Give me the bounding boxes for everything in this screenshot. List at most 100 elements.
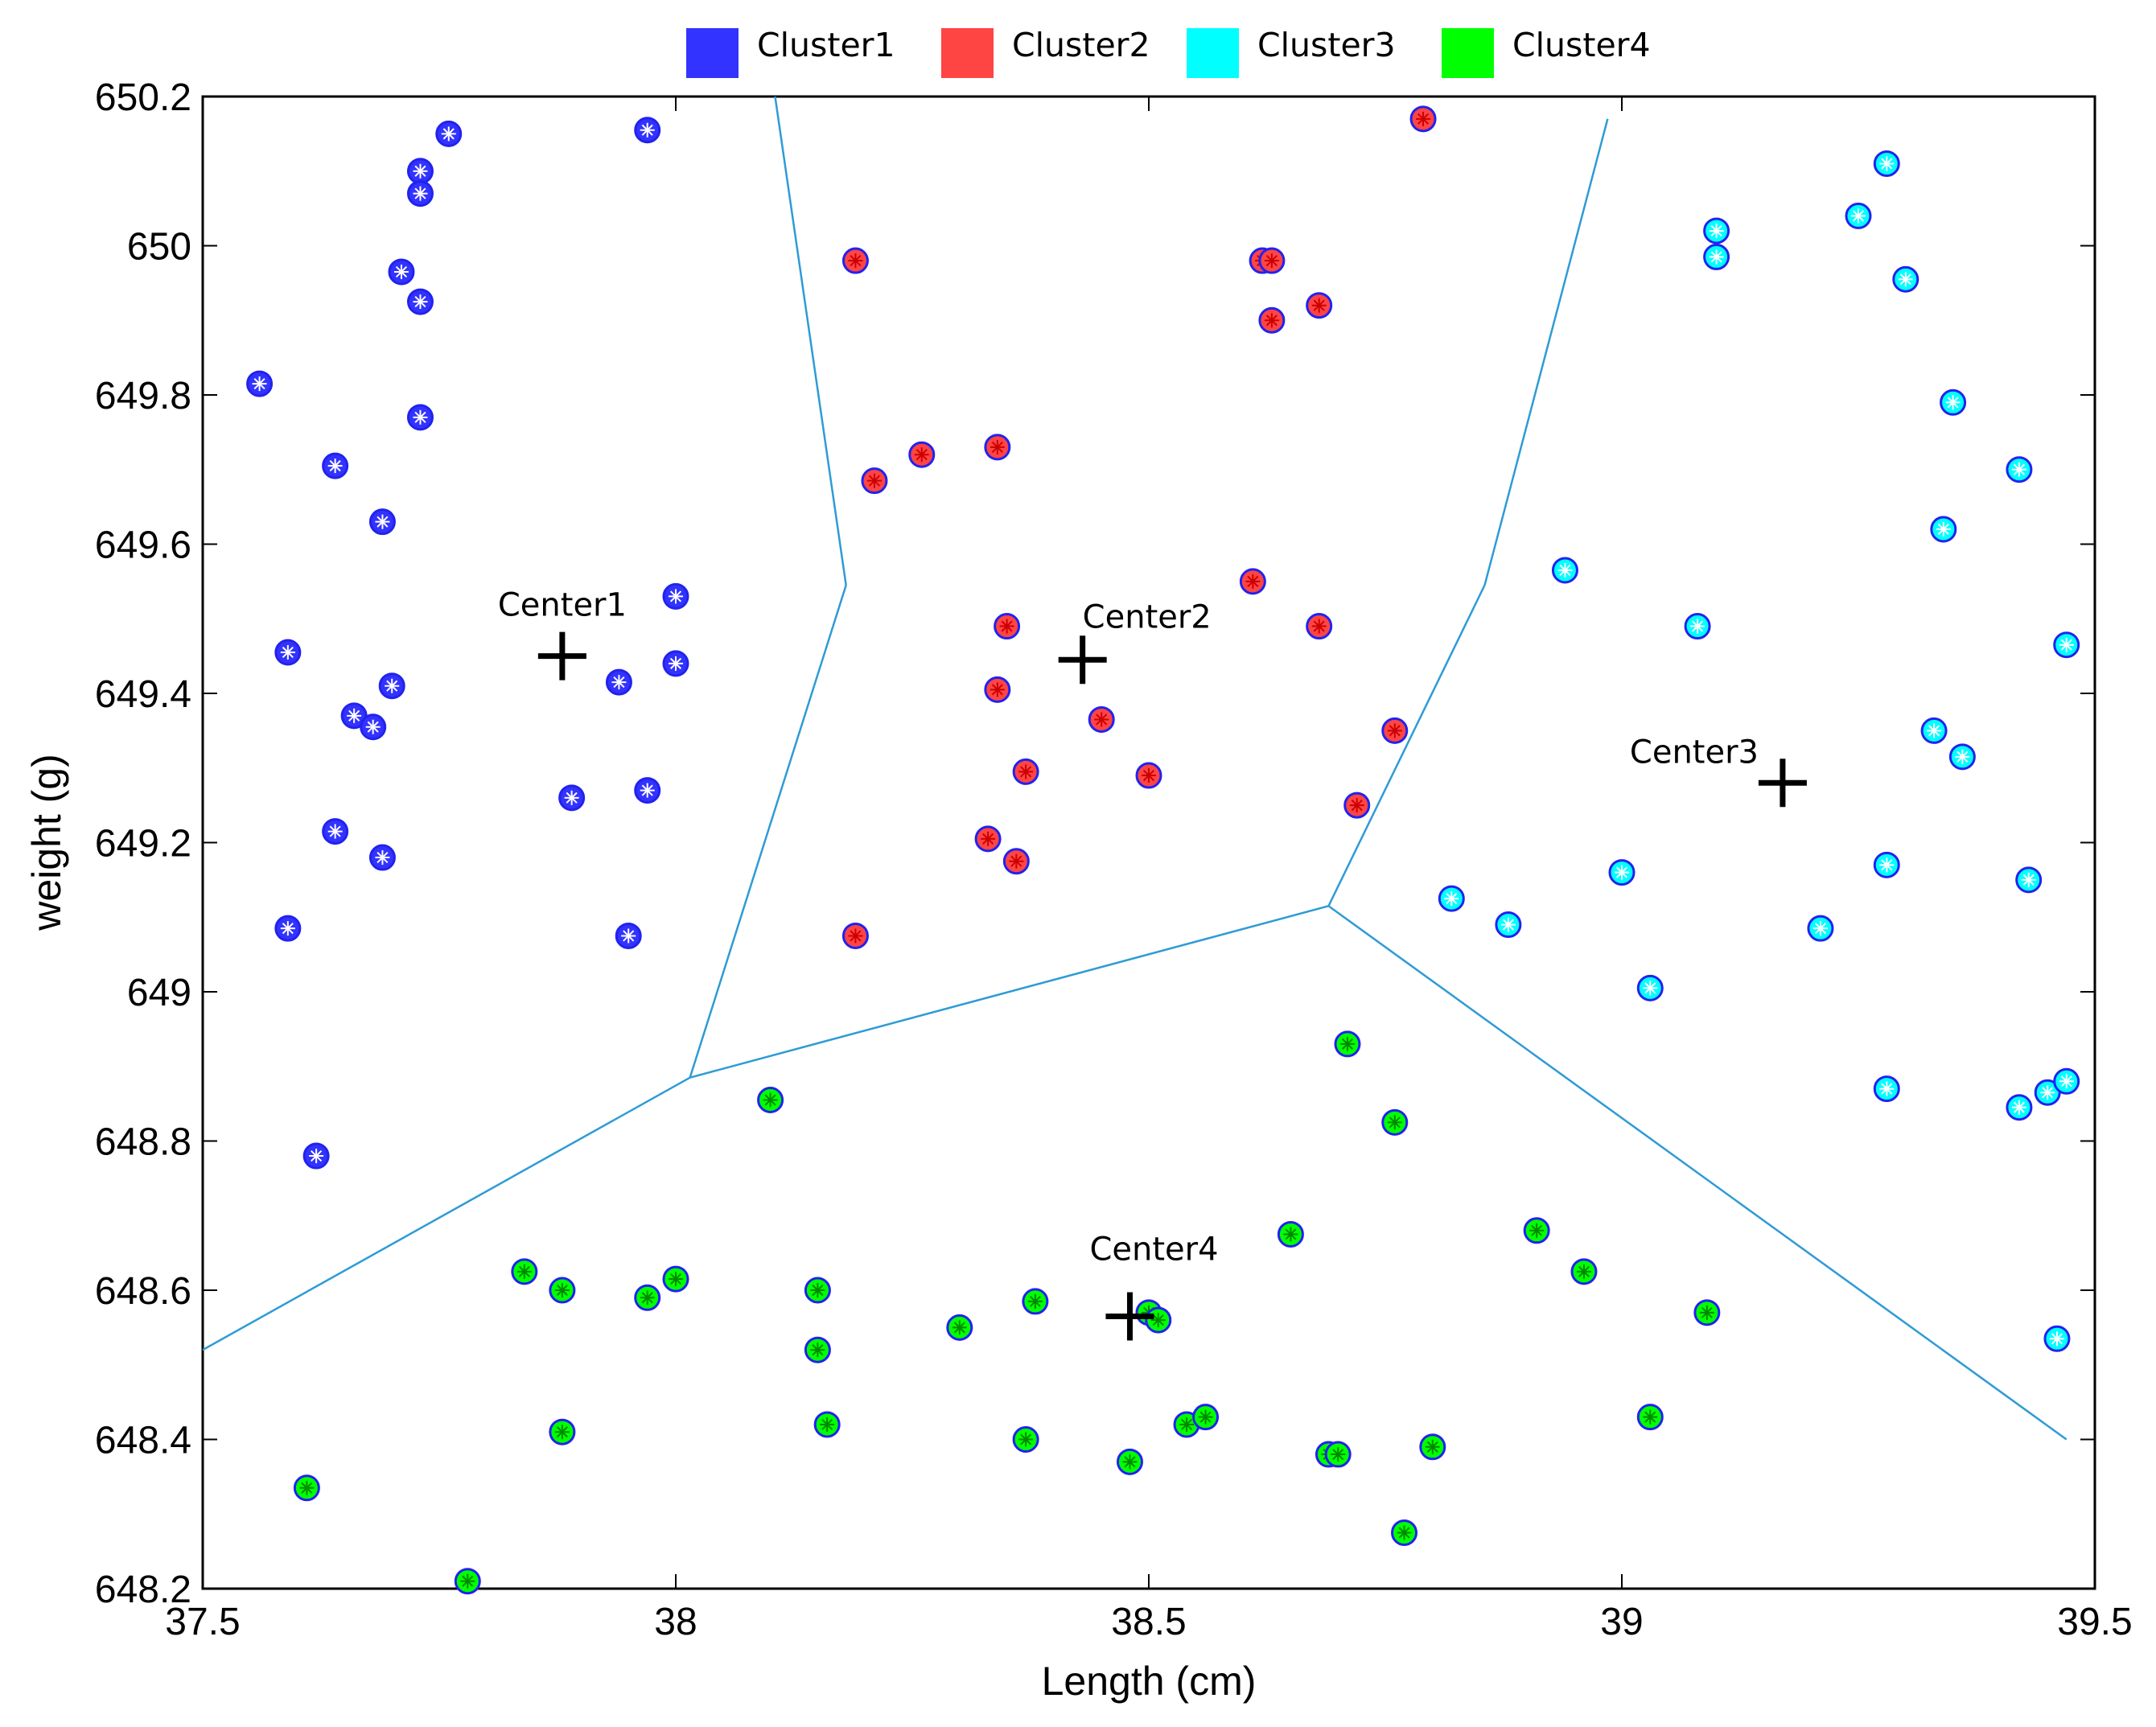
data-point-cluster2 [1381,717,1409,744]
data-point-cluster3 [1845,202,1872,229]
legend-label: Cluster3 [1257,26,1396,64]
x-axis-title: Length (cm) [1042,1659,1257,1704]
data-point-cluster1 [274,639,302,666]
data-point-cluster3 [1551,557,1578,584]
boundary-line [689,585,847,1079]
data-point-cluster1 [340,702,368,730]
x-tick-label: 39 [1600,1601,1643,1643]
cluster-boundaries [202,96,2068,1441]
data-point-cluster4 [1012,1426,1039,1453]
data-point-cluster4 [1334,1030,1361,1058]
data-point-cluster1 [662,650,689,677]
data-point-cluster2 [1409,105,1437,133]
x-tick-label: 39.5 [2057,1601,2132,1643]
x-axis-ticks: 37.5 38 38.5 39 39.5 [165,97,2133,1643]
data-point-cluster4 [1391,1519,1418,1546]
center-marker [1058,635,1107,685]
data-point-cluster1 [615,922,642,949]
boundary-line [689,905,1329,1079]
center-label: Center2 [1083,598,1212,635]
data-point-cluster4 [1523,1217,1550,1244]
y-tick-label: 649.2 [95,823,191,866]
center-marker [1758,759,1807,808]
legend-swatch [1187,28,1239,78]
data-point-cluster2 [984,676,1011,703]
data-point-cluster3 [1438,885,1465,912]
data-point-cluster3 [1684,613,1711,640]
data-point-cluster4 [804,1277,831,1304]
data-point-cluster4 [1022,1288,1049,1315]
data-point-cluster1 [368,508,396,536]
data-point-cluster2 [1002,848,1030,875]
data-point-cluster3 [2053,631,2080,659]
cluster-centers: Center1 Center2 Center3 Center4 [498,587,1807,1341]
data-point-cluster1 [368,844,396,871]
data-point-cluster4 [1636,1404,1664,1431]
legend: Cluster1 Cluster2 Cluster3 Cluster4 [686,26,1651,78]
data-point-cluster1 [246,370,274,397]
y-tick-label: 648.2 [95,1569,191,1611]
data-points [246,105,2080,1595]
data-point-cluster1 [435,120,463,147]
center-label: Center3 [1630,734,1759,771]
data-point-cluster4 [946,1314,973,1341]
data-point-cluster3 [1948,743,1976,771]
data-point-cluster4 [662,1265,689,1293]
boundary-line [1483,118,1609,586]
y-tick-label: 649.4 [95,673,191,716]
data-point-cluster4 [293,1474,320,1502]
y-tick-label: 648.6 [95,1270,191,1313]
data-point-cluster3 [2043,1325,2071,1352]
data-point-cluster1 [558,784,586,812]
data-point-cluster4 [757,1086,784,1113]
data-point-cluster1 [406,404,434,431]
data-point-cluster2 [1258,247,1286,274]
center-marker [537,631,586,681]
data-point-cluster2 [861,467,888,495]
y-tick-label: 649.8 [95,375,191,417]
data-point-cluster4 [1693,1299,1721,1326]
data-point-cluster2 [984,434,1011,461]
data-point-cluster3 [1495,911,1522,939]
data-point-cluster4 [813,1411,841,1438]
y-axis-title: weight (g) [24,754,69,931]
data-point-cluster3 [2053,1067,2080,1095]
y-axis-ticks: 648.2 648.4 648.6 648.8 649 649.2 649.4 649.6 64… [95,76,2095,1611]
y-tick-label: 649.6 [95,524,191,567]
data-point-cluster2 [1239,568,1266,595]
y-tick-label: 648.8 [95,1121,191,1164]
legend-item-cluster1: Cluster1 [686,26,895,78]
data-point-cluster1 [406,288,434,315]
center-label: Center4 [1089,1231,1218,1268]
data-point-cluster3 [1873,150,1900,177]
center-label: Center1 [498,587,627,624]
data-point-cluster2 [908,441,936,468]
legend-item-cluster4: Cluster4 [1442,26,1651,78]
data-point-cluster4 [634,1284,661,1311]
y-tick-label: 649 [127,972,191,1014]
data-point-cluster4 [1192,1404,1220,1431]
legend-item-cluster3: Cluster3 [1187,26,1396,78]
x-tick-label: 37.5 [165,1601,240,1643]
data-point-cluster2 [1135,762,1162,789]
data-point-cluster1 [322,818,349,845]
data-point-cluster3 [2006,456,2033,483]
data-point-cluster3 [2034,1079,2061,1106]
center-marker [1105,1292,1154,1341]
legend-swatch [1442,28,1494,78]
data-point-cluster2 [974,825,1002,853]
data-point-cluster1 [378,672,405,700]
data-point-cluster4 [1419,1433,1446,1461]
legend-label: Cluster2 [1012,26,1150,64]
data-point-cluster2 [1088,705,1115,733]
data-point-cluster4 [1381,1108,1409,1136]
data-point-cluster3 [1807,915,1834,942]
data-point-cluster4 [1570,1258,1598,1285]
data-point-cluster2 [1258,306,1286,334]
data-point-cluster3 [2015,866,2043,894]
data-point-cluster3 [1873,851,1900,878]
legend-item-cluster2: Cluster2 [941,26,1150,78]
legend-label: Cluster4 [1512,26,1651,64]
